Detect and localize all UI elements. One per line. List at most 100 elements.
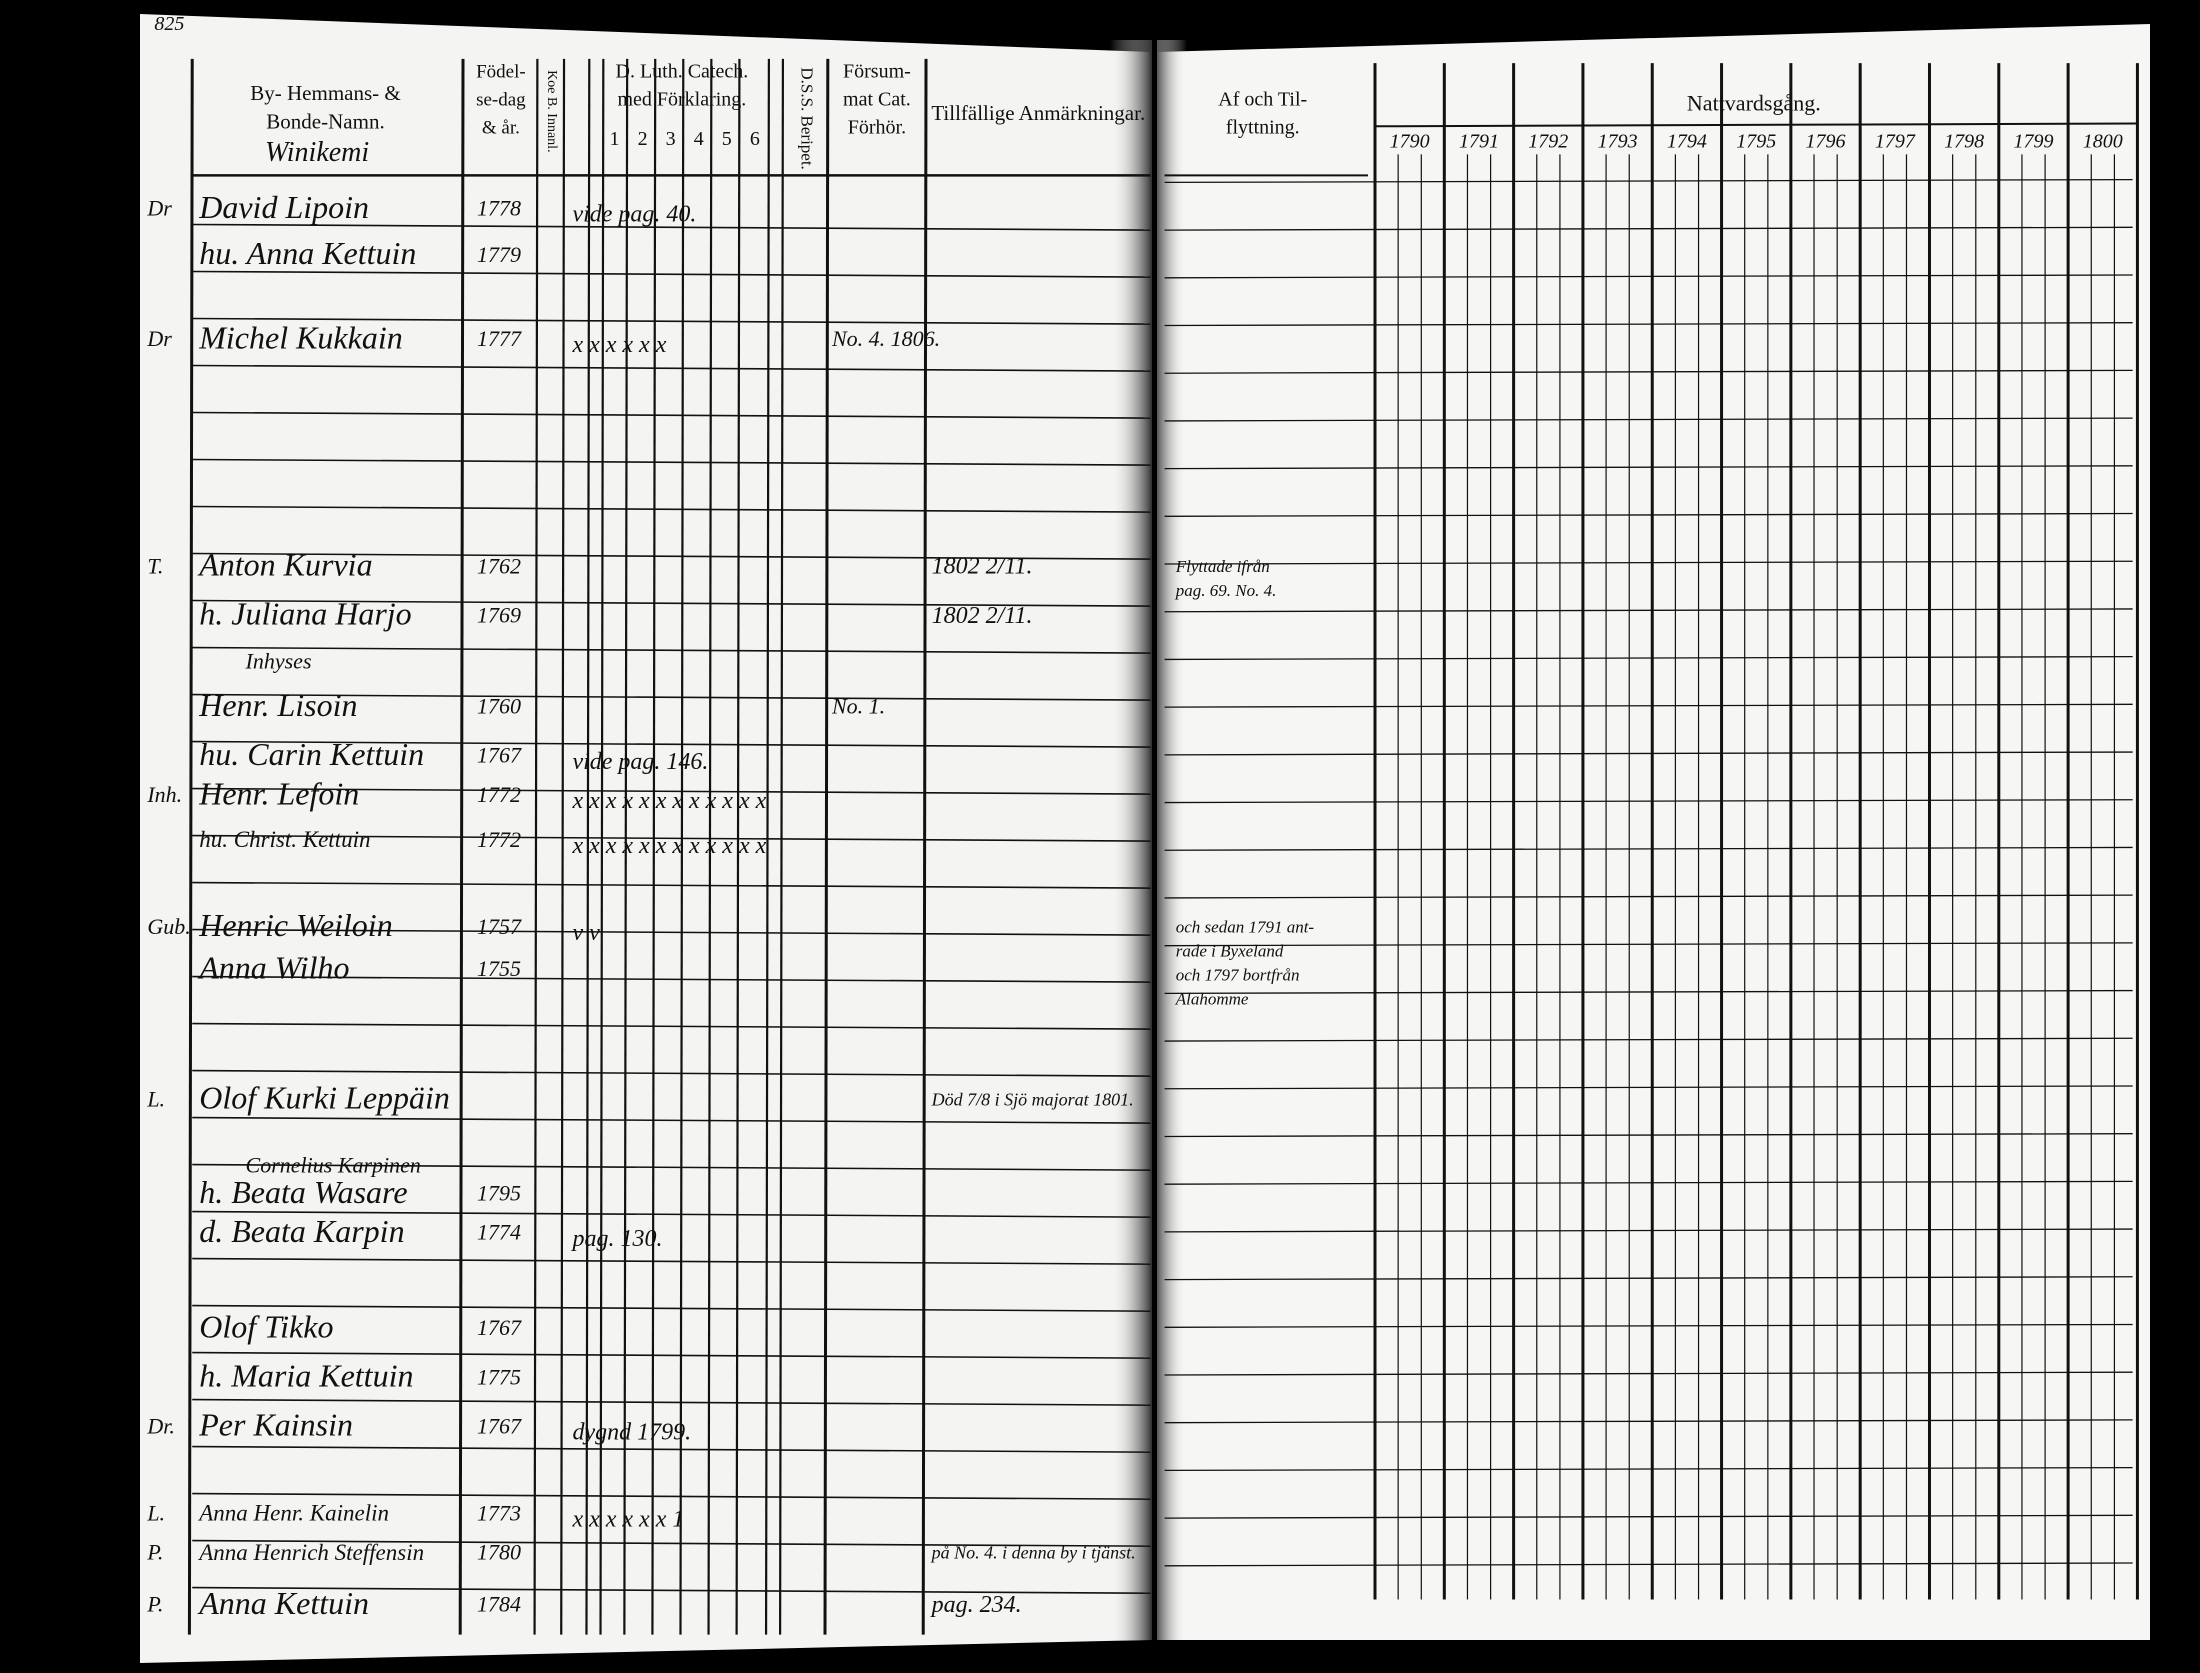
- person-name: h. Maria Kettuin: [199, 1358, 413, 1394]
- person-name: Henr. Lefoin: [198, 775, 359, 811]
- rule-line: [1164, 1085, 2133, 1090]
- birth-year: 1795: [477, 1180, 521, 1205]
- rule-line: [1164, 1276, 2133, 1281]
- column-header: By- Hemmans- &: [250, 81, 400, 105]
- person-name: Anna Kettuin: [197, 1585, 369, 1621]
- birth-year: 1762: [477, 553, 521, 578]
- column-number: 3: [666, 128, 676, 150]
- catechism-note: vide pag. 146.: [572, 749, 708, 775]
- rule-line: [192, 1069, 1151, 1077]
- birth-year: 1773: [477, 1500, 521, 1525]
- column-header: Försum-: [843, 61, 911, 83]
- rule-line: [1164, 989, 2133, 995]
- rule-line: [192, 317, 1151, 325]
- birth-year: 1757: [477, 914, 522, 939]
- rule-line: [192, 1492, 1151, 1500]
- rule-line: [1164, 1419, 2133, 1424]
- rule-line: [1164, 942, 2133, 947]
- missed-note: No. 4. 1806.: [831, 326, 940, 351]
- moving-note: pag. 69. No. 4.: [1175, 581, 1277, 600]
- row-mark: L.: [146, 1086, 165, 1111]
- rule-line: [192, 223, 1151, 231]
- moving-note: och 1797 bortfrån: [1176, 965, 1300, 984]
- rule-line: [192, 270, 1151, 278]
- rule-line: [1164, 1562, 2133, 1567]
- person-name: Henr. Lisoin: [198, 687, 357, 723]
- text-layer: 825 By- Hemmans- & Bonde-Namn. Födel-se-dag…: [146, 13, 2122, 1621]
- gutter-shadow: [1157, 40, 1187, 1640]
- remark: 1802 2/11.: [932, 603, 1033, 629]
- birth-year: 1778: [477, 196, 521, 221]
- column-header: D.S.S. Beripet.: [797, 67, 816, 169]
- person-name: Anna Wilho: [197, 949, 349, 985]
- ruling: [187, 58, 2139, 1635]
- rule-line: [1164, 1323, 2133, 1328]
- rule-line: [192, 1445, 1151, 1453]
- rule-line: [192, 646, 1151, 654]
- row-mark: Inh.: [146, 782, 182, 807]
- row-mark: P.: [146, 1592, 163, 1617]
- rule-line: [192, 411, 1151, 419]
- year-header: 1791: [1459, 131, 1499, 153]
- gutter-shadow: [1110, 40, 1152, 1640]
- missed-note: No. 1.: [831, 694, 885, 719]
- column-header: Födel-: [476, 61, 526, 82]
- rule-line: [1164, 1037, 2133, 1042]
- rule-line: [1164, 417, 2133, 422]
- person-name: h. Juliana Harjo: [199, 596, 411, 632]
- column-header: Bonde-Namn.: [266, 109, 384, 133]
- person-name: Michel Kukkain: [198, 319, 402, 355]
- person-name: d. Beata Karpin: [199, 1213, 404, 1249]
- rule-line: [192, 1210, 1151, 1218]
- column-header: Af och Til-: [1218, 89, 1307, 111]
- year-header: 1800: [2083, 131, 2123, 153]
- rule-line: [192, 975, 1151, 983]
- birth-year: 1780: [477, 1540, 521, 1565]
- birth-year: 1777: [477, 326, 522, 351]
- person-name: Per Kainsin: [198, 1407, 353, 1443]
- catechism-note: dygnd 1799.: [572, 1419, 691, 1445]
- birth-year: 1772: [477, 782, 521, 807]
- person-name: Inhyses: [245, 649, 312, 674]
- row-mark: Dr: [146, 326, 172, 351]
- column-header: flyttning.: [1226, 117, 1300, 139]
- rule-line: [1164, 369, 2133, 374]
- rule-line: [1164, 655, 2133, 661]
- catechism-note: vide pag. 40.: [572, 202, 696, 228]
- column-number: 4: [694, 128, 704, 150]
- rule-line: [1164, 1466, 2133, 1472]
- person-name: Henric Weiloin: [198, 907, 392, 943]
- page-number: 825: [154, 13, 184, 35]
- rule-line: [192, 1539, 1151, 1547]
- rule-line: [1164, 512, 2133, 517]
- column-number: 2: [638, 128, 648, 150]
- row-mark: Dr: [146, 196, 172, 221]
- rule-line: [560, 58, 566, 1635]
- person-name: Olof Tikko: [199, 1308, 333, 1344]
- rule-line: [921, 58, 928, 1635]
- year-header: 1796: [1806, 131, 1846, 153]
- column-header: Nattvardsgång.: [1687, 90, 1821, 115]
- catechism-note: x x x x x x: [571, 332, 666, 358]
- person-name: h. Beata Wasare: [199, 1174, 407, 1210]
- rule-line: [1164, 703, 2133, 708]
- column-number: 5: [722, 128, 732, 150]
- remark: Död 7/8 i Sjö majorat 1801.: [931, 1090, 1134, 1110]
- rule-line: [192, 740, 1151, 748]
- catechism-note: v v: [572, 920, 600, 946]
- year-header: 1795: [1736, 131, 1776, 153]
- person-name: Cornelius Karpinen: [246, 1152, 421, 1177]
- person-name: Anna Henr. Kainelin: [197, 1501, 389, 1526]
- column-header: se-dag: [476, 89, 526, 110]
- rule-line: [458, 58, 465, 1635]
- column-number: 6: [750, 128, 760, 150]
- rule-line: [187, 58, 194, 1635]
- birth-year: 1767: [477, 1413, 522, 1438]
- birth-year: 1755: [477, 956, 521, 981]
- birth-year: 1779: [477, 242, 521, 267]
- catechism-note: x x x x x x x x x x x x: [571, 833, 766, 859]
- birth-year: 1784: [477, 1592, 521, 1617]
- column-header: med Förklaring.: [617, 89, 746, 111]
- catechism-note: pag. 130.: [570, 1226, 662, 1252]
